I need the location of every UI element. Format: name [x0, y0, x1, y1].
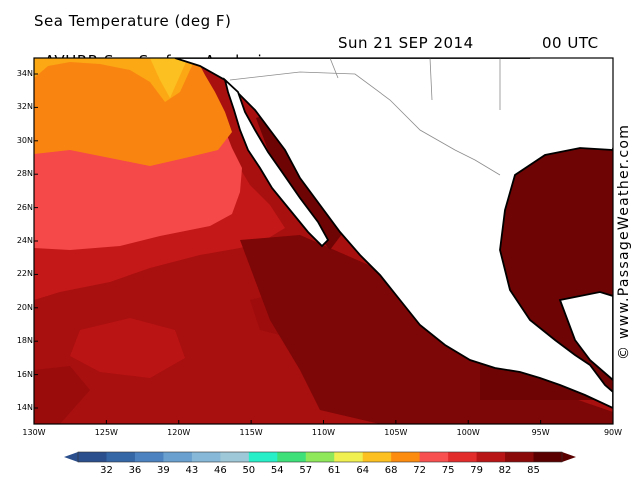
lon-label: 95W	[531, 428, 550, 437]
legend-swatch	[505, 452, 535, 462]
lat-label: 22N	[16, 269, 33, 279]
lat-label: 16N	[16, 369, 33, 379]
lon-label: 120W	[167, 428, 191, 437]
lon-label: 100W	[456, 428, 480, 437]
lat-label: 24N	[16, 236, 33, 245]
legend-value: 75	[441, 465, 455, 476]
legend-swatch	[476, 452, 506, 462]
legend-value: 79	[470, 465, 483, 476]
legend-swatch	[191, 452, 221, 462]
legend-swatch	[362, 452, 392, 462]
lon-label: 115W	[239, 428, 263, 437]
legend-colorbar	[64, 451, 576, 463]
legend-swatch	[277, 452, 307, 462]
baja-california	[223, 77, 330, 248]
yucatan	[558, 291, 613, 382]
lon-label: 130W	[22, 428, 46, 437]
legend-value: 39	[157, 465, 170, 476]
credit-text: © www.PassageWeather.com	[616, 123, 632, 360]
lon-label: 90W	[603, 428, 623, 437]
legend-value: 50	[242, 465, 256, 476]
us-mexico-border	[229, 71, 501, 176]
legend-arrow-left	[64, 452, 78, 462]
lon-ticks	[33, 420, 614, 424]
lat-label: 34N	[16, 69, 33, 78]
mexico-landmass	[174, 58, 613, 409]
lat-label: 30N	[16, 135, 33, 145]
legend-swatch	[220, 452, 250, 462]
legend-swatch	[248, 452, 278, 462]
legend-swatch	[419, 452, 449, 462]
legend-swatch	[391, 452, 421, 462]
legend-value: 43	[185, 465, 199, 476]
legend-swatch	[134, 452, 164, 462]
lat-label: 32N	[16, 102, 33, 112]
legend-value: 82	[498, 465, 512, 476]
lat-label: 28N	[16, 169, 33, 179]
legend-value: 57	[299, 465, 313, 476]
legend-value: 85	[527, 465, 540, 476]
legend-swatch	[78, 452, 107, 462]
lat-label: 18N	[16, 336, 33, 346]
lon-label: 110W	[311, 428, 336, 437]
legend-value: 32	[100, 465, 113, 476]
legend-swatch	[106, 452, 136, 462]
legend-arrow-right	[562, 452, 576, 462]
forecast-time: 00 UTC	[542, 34, 599, 52]
lat-ticks	[34, 73, 38, 409]
lon-label: 125W	[94, 428, 118, 437]
forecast-date: Sun 21 SEP 2014	[338, 34, 474, 52]
state-borders	[329, 58, 501, 110]
legend-value: 68	[384, 465, 398, 476]
lat-label: 26N	[16, 202, 33, 212]
legend-swatch	[448, 452, 478, 462]
lat-label: 14N	[16, 403, 33, 412]
legend-swatch	[334, 452, 364, 462]
legend-swatch	[305, 452, 335, 462]
temperature-field	[34, 58, 613, 424]
legend-value: 61	[327, 465, 341, 476]
map-title: Sea Temperature (deg F)	[34, 12, 232, 30]
legend-value: 46	[213, 465, 227, 476]
lat-label: 20N	[16, 302, 33, 312]
legend-value: 36	[128, 465, 142, 476]
legend-value: 72	[413, 465, 426, 476]
legend-swatch	[533, 452, 563, 462]
legend-value: 54	[270, 465, 284, 476]
legend-swatch	[163, 452, 193, 462]
lon-label: 105W	[384, 428, 408, 437]
legend-value: 64	[356, 465, 370, 476]
